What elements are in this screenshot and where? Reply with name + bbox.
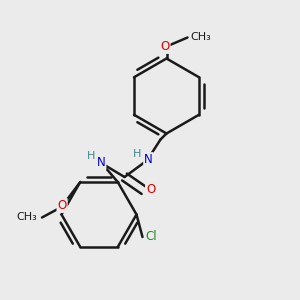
Text: N: N — [144, 153, 153, 166]
Text: Cl: Cl — [145, 230, 157, 244]
Text: CH₃: CH₃ — [190, 32, 212, 43]
Text: H: H — [86, 151, 95, 161]
Text: O: O — [58, 199, 67, 212]
Text: N: N — [97, 156, 106, 169]
Text: CH₃: CH₃ — [16, 212, 38, 223]
Text: H: H — [133, 149, 142, 159]
Text: O: O — [146, 183, 155, 196]
Text: O: O — [160, 40, 169, 53]
